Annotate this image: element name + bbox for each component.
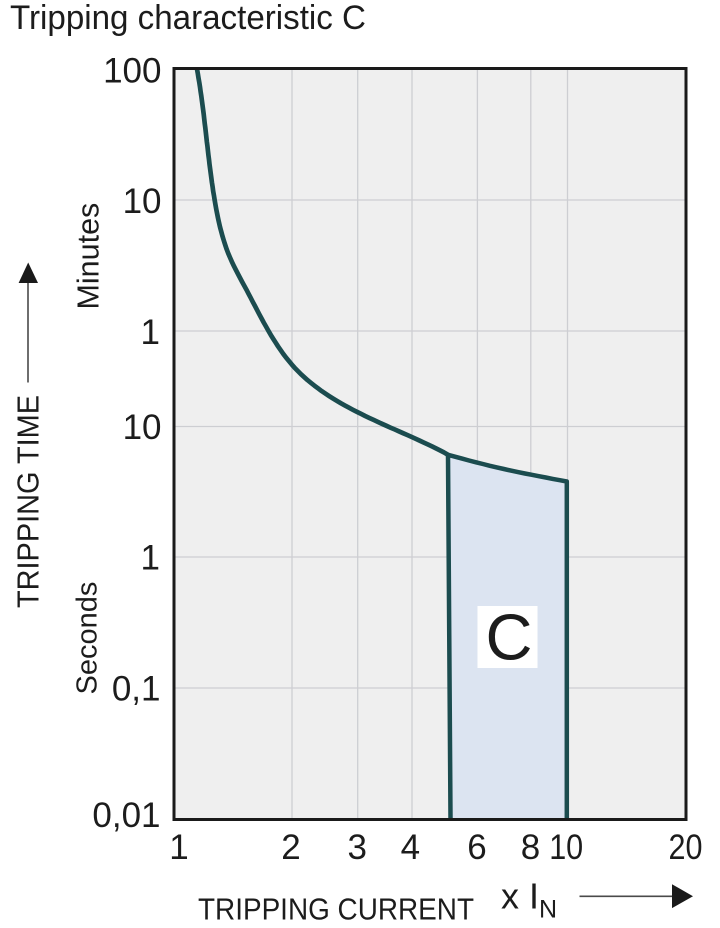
svg-text:1: 1 (141, 539, 160, 578)
svg-text:6: 6 (467, 828, 486, 867)
svg-text:TRIPPING TIME: TRIPPING TIME (11, 395, 46, 608)
svg-text:10: 10 (123, 182, 162, 221)
svg-text:Seconds: Seconds (72, 582, 104, 695)
svg-text:4: 4 (401, 828, 420, 867)
svg-text:TRIPPING CURRENT: TRIPPING CURRENT (198, 892, 474, 927)
svg-text:x IN: x IN (501, 876, 557, 924)
svg-text:1: 1 (141, 313, 160, 352)
svg-text:3: 3 (347, 828, 366, 867)
svg-text:Minutes: Minutes (72, 203, 106, 310)
svg-text:1: 1 (169, 828, 188, 867)
svg-text:C: C (486, 601, 533, 674)
svg-text:10: 10 (549, 828, 583, 867)
svg-text:20: 20 (669, 828, 703, 867)
svg-text:Tripping characteristic C: Tripping characteristic C (10, 0, 366, 37)
svg-text:100: 100 (103, 52, 161, 91)
svg-text:10: 10 (123, 408, 162, 447)
svg-text:0,1: 0,1 (112, 670, 161, 709)
svg-text:2: 2 (281, 828, 300, 867)
svg-text:8: 8 (521, 828, 540, 867)
svg-text:0,01: 0,01 (92, 796, 160, 835)
